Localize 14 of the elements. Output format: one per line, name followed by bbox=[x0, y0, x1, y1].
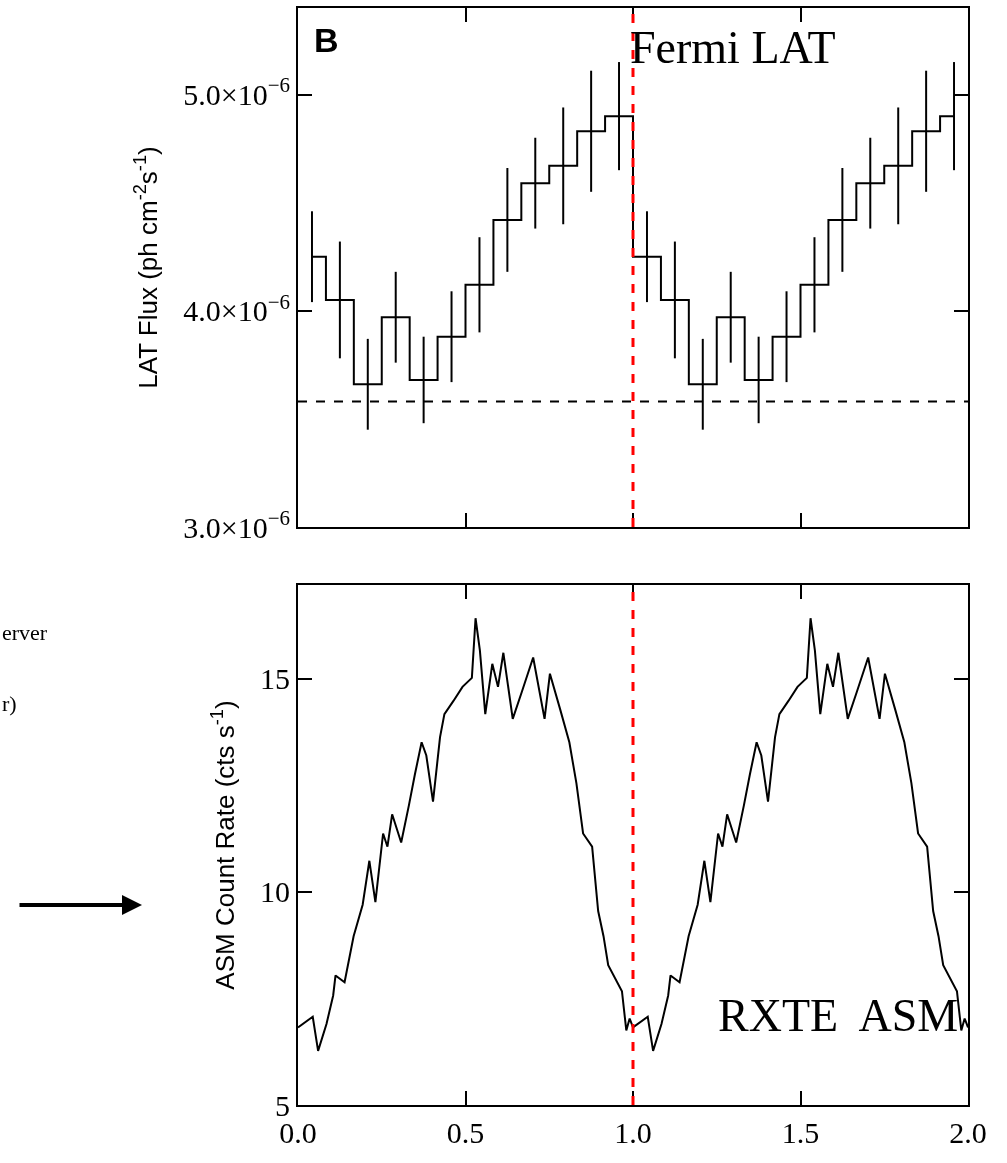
annotation: Fermi LAT bbox=[630, 22, 836, 73]
x-tick-label: 1.0 bbox=[614, 1116, 652, 1149]
text: r) bbox=[2, 691, 17, 716]
x-tick-label: 2.0 bbox=[949, 1116, 987, 1149]
annotation: RXTE ASM bbox=[718, 990, 959, 1041]
y-tick-label: 3.0×10$^{−6}$ bbox=[183, 505, 290, 544]
y-tick-label: 5.0×10$^{−6}$ bbox=[183, 73, 290, 111]
text: erver bbox=[2, 620, 48, 645]
annotation: B bbox=[314, 21, 339, 59]
y-tick-label: 10 bbox=[260, 875, 290, 909]
x-tick-label: 1.5 bbox=[781, 1116, 820, 1149]
y-tick-label: 4.0×10$^{−6}$ bbox=[183, 289, 290, 328]
y-tick-label: 15 bbox=[260, 662, 290, 696]
x-tick-label: 0.5 bbox=[446, 1116, 485, 1149]
